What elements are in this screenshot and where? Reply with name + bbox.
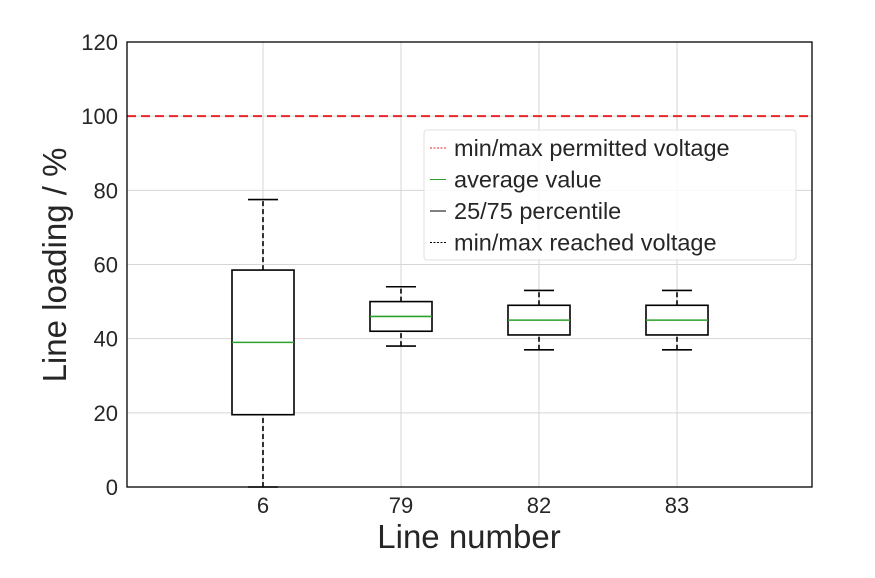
- y-tick-label: 80: [94, 178, 118, 203]
- boxes: [231, 198, 709, 488]
- y-tick-label: 20: [94, 401, 118, 426]
- box-plot: [369, 285, 433, 347]
- x-axis-label: Line number: [377, 518, 560, 555]
- y-tick-label: 120: [81, 30, 118, 55]
- plot-frame: [126, 41, 813, 488]
- x-tick-label: 83: [665, 493, 689, 518]
- y-tick-label: 100: [81, 104, 118, 129]
- x-tick-label: 82: [527, 493, 551, 518]
- legend: min/max permitted voltage average value 25…: [423, 129, 797, 261]
- legend-label: min/max permitted voltage: [454, 135, 730, 161]
- y-axis-ticks: 0 20 40 60 80 100 120: [81, 30, 118, 500]
- y-tick-label: 40: [94, 327, 118, 352]
- x-axis-ticks: 6 79 82 83: [257, 493, 689, 518]
- box-plot: [231, 198, 295, 488]
- box-plot: [507, 289, 571, 351]
- y-tick-label: 0: [106, 475, 118, 500]
- box-plot: [645, 289, 709, 351]
- legend-label: 25/75 percentile: [454, 198, 621, 224]
- y-tick-label: 60: [94, 253, 118, 278]
- legend-label: average value: [454, 167, 602, 193]
- x-tick-label: 79: [389, 493, 413, 518]
- legend-box: [423, 129, 797, 261]
- x-tick-label: 6: [257, 493, 269, 518]
- grid: [127, 41, 812, 488]
- legend-label: min/max reached voltage: [454, 230, 717, 256]
- y-axis-label: Line loading / %: [36, 148, 73, 383]
